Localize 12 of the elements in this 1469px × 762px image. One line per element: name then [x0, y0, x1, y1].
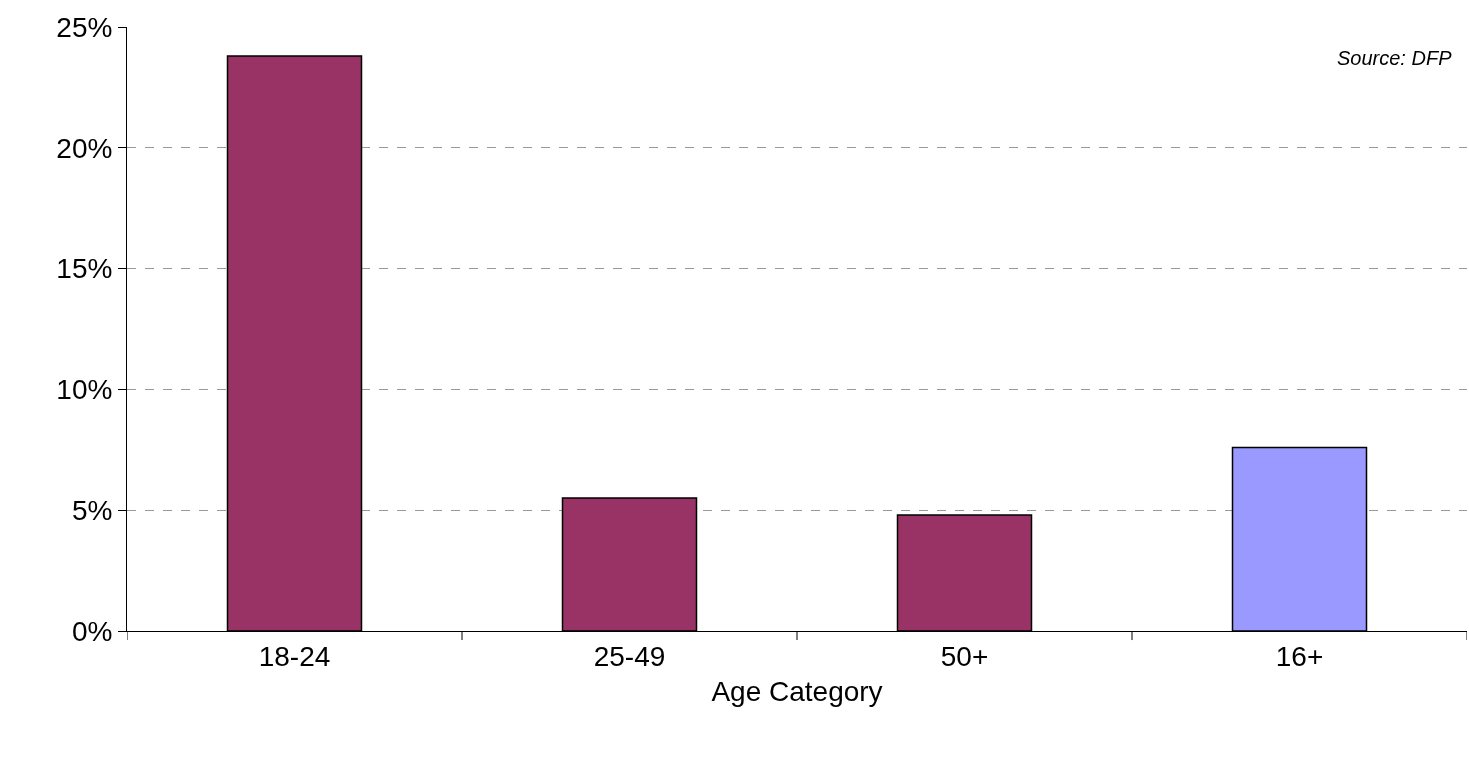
- x-tick-label: 16+: [1275, 640, 1324, 672]
- y-tick-label: 15%: [56, 253, 113, 285]
- y-tick-label: 20%: [56, 132, 113, 164]
- y-tick-label: 5%: [71, 495, 113, 526]
- y-tick-label: 10%: [56, 374, 113, 406]
- annotation: Source: DFP: [1337, 47, 1453, 69]
- y-tick-label: 25%: [56, 11, 113, 43]
- x-tick-label: 50+: [940, 640, 989, 672]
- x-axis-title: Age Category: [711, 675, 883, 707]
- x-tick-label: 25-49: [593, 640, 666, 672]
- x-tick-label: 18-24: [258, 640, 331, 672]
- y-tick-label: 0%: [71, 615, 113, 647]
